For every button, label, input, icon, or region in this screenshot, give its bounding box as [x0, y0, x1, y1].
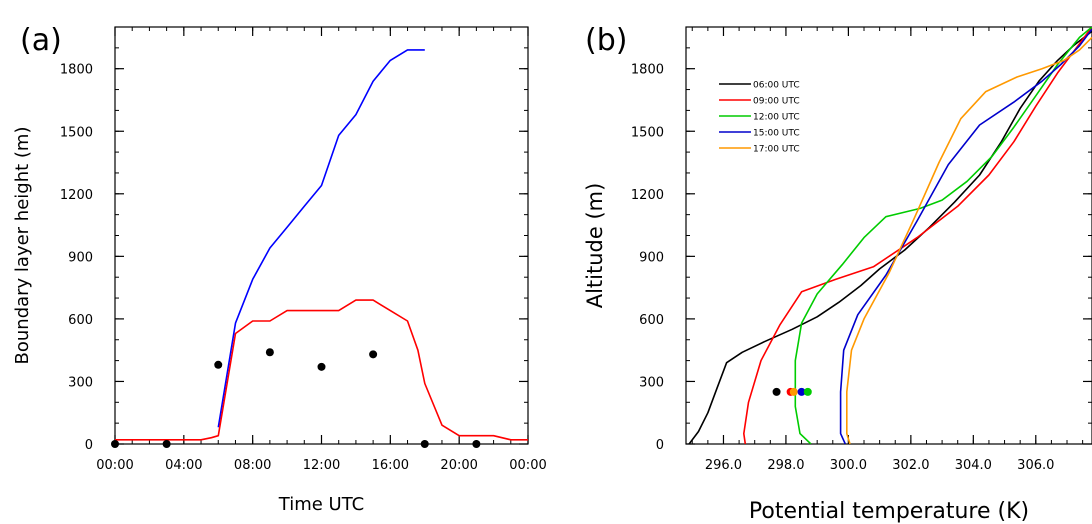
x-tick-label: 300.0: [830, 458, 867, 473]
legend-label: 09:00 UTC: [753, 97, 800, 107]
x-tick-label: 304.0: [955, 458, 992, 473]
legend-label: 06:00 UTC: [753, 81, 800, 91]
y-tick-label: 1800: [631, 63, 664, 78]
x-tick-label: 00:00: [96, 458, 133, 473]
y-axis-title: Altitude (m): [583, 183, 607, 309]
x-tick-label: 20:00: [440, 458, 477, 473]
y-tick-label: 900: [639, 250, 664, 265]
y-tick-label: 1800: [60, 63, 93, 78]
scatter-point: [317, 362, 326, 371]
y-tick-label: 1200: [60, 188, 93, 203]
y-tick-label: 600: [639, 313, 664, 328]
legend-label: 12:00 UTC: [753, 113, 800, 123]
x-tick-label: 298.0: [767, 458, 804, 473]
x-tick-label: 296.0: [705, 458, 742, 473]
panel-label: (a): [20, 23, 62, 58]
scatter-point: [369, 350, 378, 359]
y-tick-label: 300: [639, 375, 664, 390]
x-tick-label: 04:00: [165, 458, 202, 473]
scatter-point: [772, 387, 781, 396]
scatter-point: [789, 387, 798, 396]
y-tick-label: 900: [68, 250, 93, 265]
x-axis-title: Time UTC: [278, 494, 364, 515]
x-tick-label: 16:00: [372, 458, 409, 473]
panel-a-boundary-layer-height: 00:00 04:00 08:00 12:00 16:00 20:00 00:0003006…: [12, 23, 547, 515]
panel-b-potential-temperature: 296.0 298.0 300.0 302.0 304.0 306.0 0 300 600 900…: [583, 23, 1092, 524]
x-tick-label: 12:00: [303, 458, 340, 473]
y-tick-label: 300: [68, 375, 93, 390]
scatter-point: [111, 440, 119, 448]
legend-label: 15:00 UTC: [753, 129, 800, 139]
scatter-point: [472, 440, 481, 448]
scatter-point: [265, 348, 274, 357]
y-tick-label: 0: [656, 438, 664, 453]
x-tick-label: 306.0: [1017, 458, 1054, 473]
y-tick-label: 600: [68, 313, 93, 328]
x-axis-title: Potential temperature (K): [749, 499, 1029, 524]
x-tick-label: 00:00: [509, 458, 546, 473]
plot-frame: [114, 26, 529, 445]
y-tick-label: 0: [85, 438, 93, 453]
y-tick-label: 1500: [631, 125, 664, 140]
series-line-0: [217, 49, 425, 428]
y-tick-label: 1200: [631, 188, 664, 203]
scatter-point: [162, 440, 171, 448]
series-line-4: [846, 36, 1092, 444]
series-line-3: [839, 28, 1092, 444]
scatter-point: [797, 387, 806, 396]
scatter-point: [803, 387, 812, 396]
scatter-point: [420, 440, 429, 448]
scatter-point: [214, 360, 223, 369]
series-line-2: [794, 27, 1092, 444]
x-tick-label: 08:00: [234, 458, 271, 473]
series-line-1: [743, 27, 1092, 444]
series-line-0: [688, 30, 1092, 444]
x-tick-label: 302.0: [892, 458, 929, 473]
legend-label: 17:00 UTC: [753, 145, 800, 155]
series-line-1: [115, 299, 528, 441]
y-axis-title: Boundary layer height (m): [12, 127, 33, 365]
y-tick-label: 1500: [60, 125, 93, 140]
panel-label: (b): [585, 23, 627, 58]
